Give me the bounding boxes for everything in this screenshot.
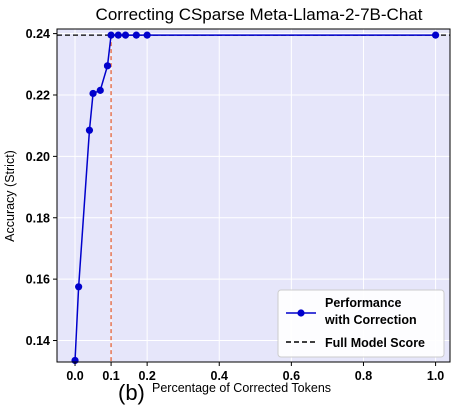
plot-frame (56, 28, 451, 363)
y-ticks: 0.14 0.16 0.18 0.20 0.22 0.24 (26, 27, 57, 348)
y-tick-label: 0.20 (26, 150, 50, 164)
panel-label: (b) (118, 380, 145, 405)
y-tick-label: 0.22 (26, 88, 50, 102)
chart-title: Correcting CSparse Meta-Llama-2-7B-Chat (96, 5, 423, 24)
data-point (107, 31, 115, 39)
data-point (143, 31, 151, 39)
legend: Performance with Correction Full Model S… (277, 289, 445, 358)
data-point (121, 31, 130, 39)
legend-series-label-line2: with Correction (324, 313, 417, 327)
data-point (75, 283, 83, 291)
legend-series-marker (297, 309, 305, 317)
x-tick-label: 0.6 (283, 369, 300, 383)
y-tick-label: 0.14 (26, 334, 50, 348)
x-ticks: 0.0 0.1 0.2 0.4 0.6 0.8 1.0 (66, 362, 444, 383)
x-tick-label: 0.4 (211, 369, 228, 383)
data-point (431, 31, 440, 39)
x-tick-label: 0.8 (355, 369, 372, 383)
data-point (89, 89, 97, 98)
data-point (85, 126, 94, 134)
y-axis-label: Accuracy (Strict) (3, 150, 17, 242)
series-layer (71, 31, 440, 365)
legend-series-label-line1: Performance (325, 296, 401, 310)
data-point (103, 62, 112, 70)
grid (57, 29, 450, 362)
x-tick-label: 0.2 (138, 369, 155, 383)
x-tick-label: 0.1 (102, 369, 119, 383)
data-point (114, 31, 122, 39)
legend-reference-label: Full Model Score (325, 336, 425, 350)
x-tick-label: 1.0 (427, 369, 444, 383)
data-point (132, 31, 140, 39)
y-tick-label: 0.18 (26, 211, 50, 225)
y-tick-label: 0.16 (26, 273, 50, 287)
x-axis-label: Percentage of Corrected Tokens (152, 381, 331, 395)
data-point (96, 86, 104, 94)
legend-box (277, 289, 445, 358)
x-tick-label: 0.0 (66, 369, 83, 383)
y-tick-label: 0.24 (26, 27, 50, 41)
